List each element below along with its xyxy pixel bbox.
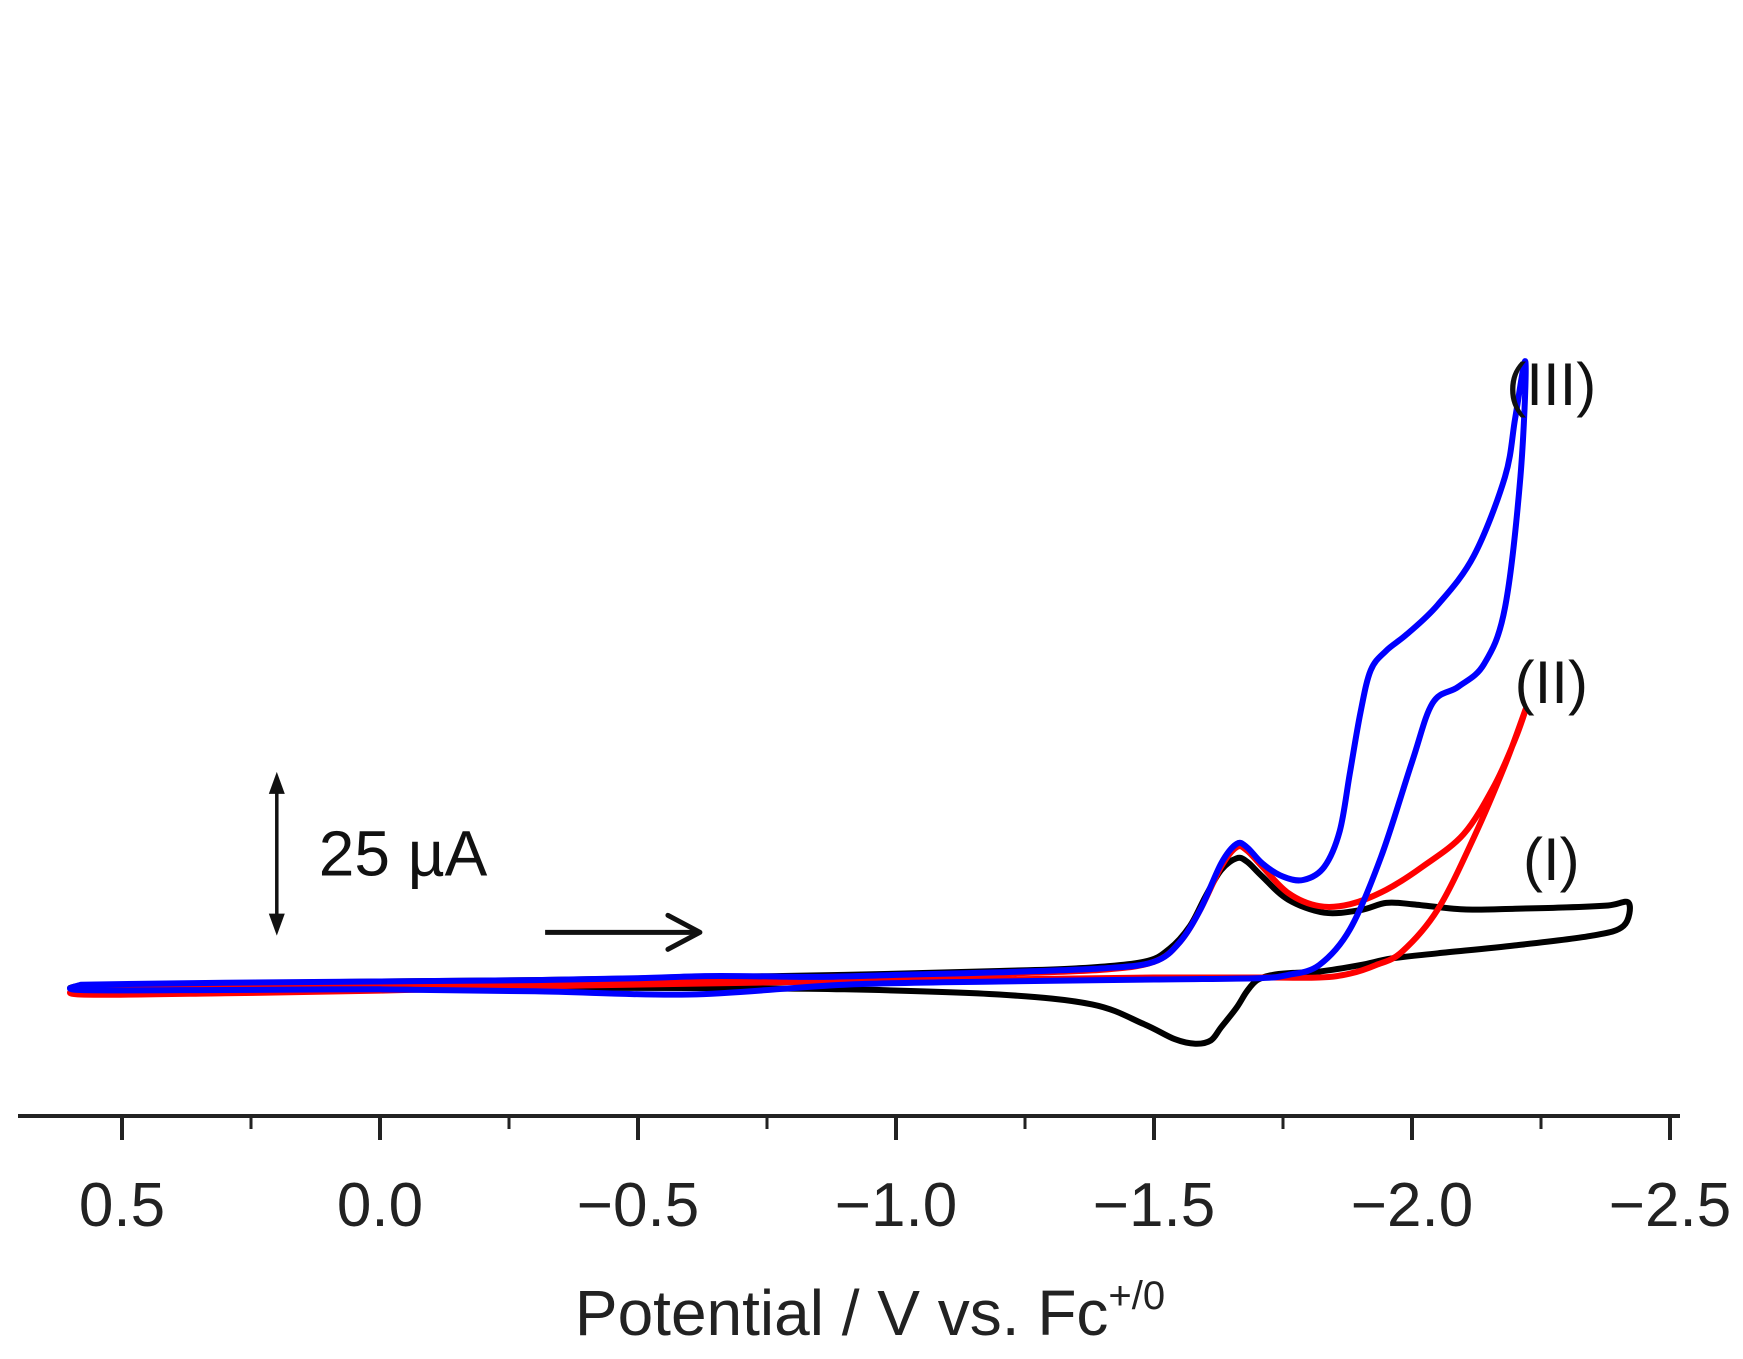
- x-tick-label: −1.5: [1093, 1171, 1215, 1240]
- current-scale-bar: 25 µA: [268, 771, 488, 936]
- scale-bar-arrowhead-top: [268, 771, 285, 794]
- cv-curve-3: [67, 358, 1529, 998]
- x-axis: 0.5 0.0 −0.5 −1.0 −1.5 −2.0 −2.5: [18, 1114, 1731, 1240]
- x-tick-label: 0.5: [79, 1171, 165, 1240]
- x-tick-label: −2.5: [1609, 1171, 1731, 1240]
- curve-label-1: (I): [1523, 826, 1580, 893]
- x-tick-label: −2.0: [1351, 1171, 1473, 1240]
- x-axis-title: Potential / V vs. Fc+/0: [575, 1274, 1165, 1349]
- curve-label-2: (II): [1515, 649, 1588, 716]
- scale-bar-label: 25 µA: [319, 818, 488, 890]
- scan-arrow-head: [665, 912, 703, 952]
- curve-labels: (I) (II) (III): [1506, 351, 1596, 893]
- scan-direction-arrow: [545, 912, 703, 952]
- x-tick-label: −1.0: [835, 1171, 957, 1240]
- curve-label-3: (III): [1506, 351, 1596, 418]
- x-axis-title-superscript: +/0: [1108, 1274, 1165, 1318]
- scale-bar-arrowhead-bottom: [268, 913, 285, 936]
- curves-layer: [67, 358, 1633, 1047]
- cv-curve-2: [67, 706, 1529, 998]
- x-tick-label: 0.0: [337, 1171, 423, 1240]
- x-tick-label: −0.5: [577, 1171, 699, 1240]
